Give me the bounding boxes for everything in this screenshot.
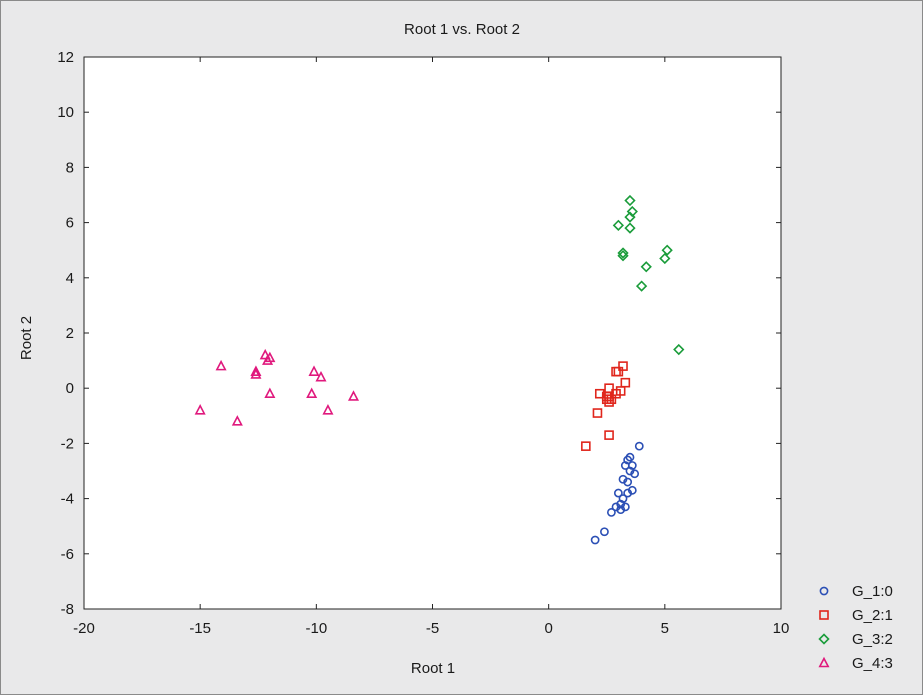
data-point <box>315 370 327 382</box>
data-point <box>606 394 617 405</box>
data-point <box>673 343 685 356</box>
data-point <box>604 397 614 407</box>
data-point <box>194 404 206 415</box>
chart-title: Root 1 vs. Root 2 <box>404 21 520 38</box>
series-square <box>581 361 631 451</box>
data-point <box>600 527 609 537</box>
legend-marker <box>818 633 830 645</box>
legend-label: G_1:0 <box>852 583 893 600</box>
y-tick-label: 12 <box>57 49 74 66</box>
plot-area <box>83 56 782 610</box>
y-tick-label: -8 <box>61 601 74 618</box>
y-tick-label: -2 <box>61 435 74 452</box>
x-tick-label: -10 <box>305 620 327 637</box>
data-point <box>613 488 623 498</box>
x-tick-label: 5 <box>661 620 669 637</box>
axis-ticks: -20 -15 -10 -5 0 5 10 12 10 8 6 4 2 0 -2 -4 -6 -8 <box>57 49 789 637</box>
x-tick-label: -5 <box>426 620 439 637</box>
legend-marker <box>819 610 829 620</box>
data-point <box>259 348 271 360</box>
x-tick-label: -15 <box>189 620 211 637</box>
data-point <box>306 387 318 399</box>
data-point <box>606 507 616 517</box>
data-point <box>612 219 624 231</box>
data-points <box>194 194 685 545</box>
legend-marker <box>818 656 830 668</box>
series-triangle <box>194 348 360 426</box>
data-point <box>262 354 274 365</box>
data-point <box>604 430 614 440</box>
legend-label: G_4:3 <box>852 655 893 672</box>
data-point <box>613 366 624 377</box>
x-tick-label: 10 <box>773 620 790 637</box>
data-point <box>626 205 638 218</box>
data-point <box>592 408 603 418</box>
data-point <box>617 247 629 259</box>
data-point <box>640 261 652 273</box>
y-tick-label: -4 <box>61 491 74 508</box>
y-tick-label: -6 <box>61 546 74 563</box>
series-circle <box>590 441 644 545</box>
data-point <box>623 488 633 498</box>
data-point <box>616 505 626 515</box>
data-point <box>322 404 334 415</box>
legend: G_1:0 G_2:1 G_3:2 G_4:3 <box>818 583 893 672</box>
data-point <box>250 368 262 379</box>
x-tick-label: -20 <box>73 620 95 637</box>
data-point <box>308 365 320 376</box>
y-axis-label: Root 2 <box>18 316 35 360</box>
data-point <box>630 469 640 479</box>
data-point <box>250 365 262 376</box>
data-point <box>264 387 276 399</box>
data-point <box>624 222 636 234</box>
data-point <box>594 388 605 399</box>
legend-marker <box>819 586 829 596</box>
legend-label: G_2:1 <box>852 607 893 624</box>
y-tick-label: 4 <box>66 270 74 287</box>
data-point <box>634 441 644 451</box>
y-tick-label: 10 <box>57 104 74 121</box>
legend-label: G_3:2 <box>852 631 893 648</box>
data-point <box>347 390 360 401</box>
data-point <box>231 415 243 426</box>
data-point <box>590 535 600 545</box>
y-tick-label: 0 <box>66 380 74 397</box>
y-tick-label: 6 <box>66 215 74 232</box>
data-point <box>215 359 227 371</box>
y-tick-label: 8 <box>66 159 74 176</box>
data-point <box>617 250 629 262</box>
data-point <box>604 391 614 402</box>
x-axis-label: Root 1 <box>411 660 455 677</box>
y-tick-label: 2 <box>66 325 74 342</box>
data-point <box>624 194 636 207</box>
data-point <box>624 211 636 223</box>
data-point <box>659 252 671 265</box>
data-point <box>635 280 648 292</box>
x-tick-label: 0 <box>544 620 552 637</box>
data-point <box>581 441 591 451</box>
data-point <box>661 244 673 256</box>
data-point <box>623 477 633 487</box>
series-diamond <box>612 194 685 356</box>
